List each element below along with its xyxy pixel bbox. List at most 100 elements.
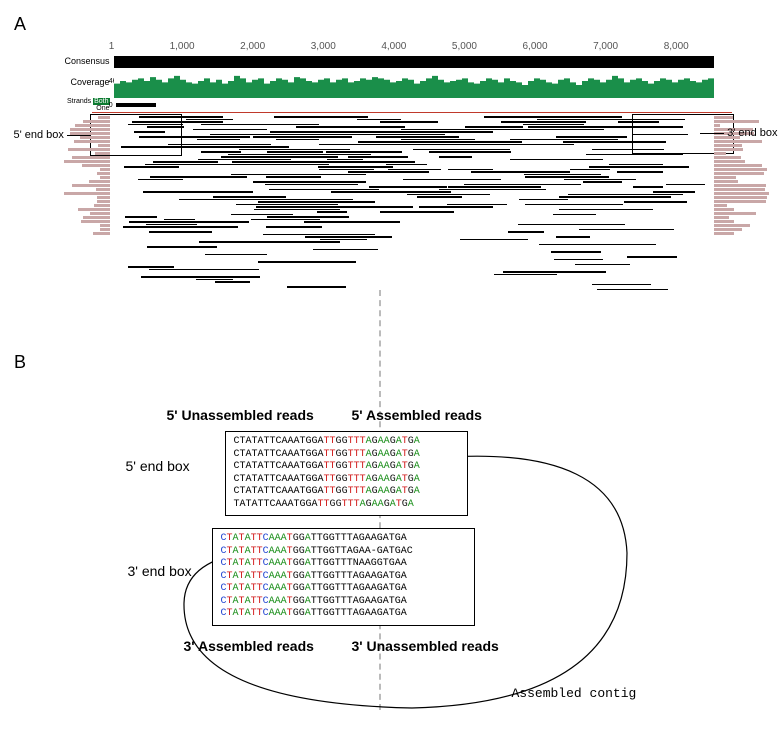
read: [165, 176, 247, 178]
seq-row: CTATATTCAAATGGATTGGTTTAGAAGATGA: [234, 436, 459, 449]
read: [537, 119, 626, 121]
read: [215, 281, 249, 283]
read: [149, 231, 212, 233]
read: [197, 139, 239, 141]
endbox-5-label: 5' end box: [126, 458, 190, 474]
read: [528, 126, 596, 128]
read: [581, 139, 619, 141]
softclip-left: [81, 220, 110, 223]
read: [464, 184, 580, 186]
softclip-left: [83, 120, 109, 123]
read: [254, 209, 339, 211]
read: [472, 144, 573, 146]
softclip-right: [714, 188, 766, 191]
read: [609, 164, 664, 166]
read: [331, 191, 451, 193]
softclip-left: [89, 180, 110, 183]
read: [274, 116, 368, 118]
consensus-bar: [114, 56, 714, 68]
read: [401, 129, 460, 131]
read: [554, 259, 603, 261]
softclip-left: [64, 160, 109, 163]
read: [413, 149, 510, 151]
read: [419, 206, 493, 208]
read: [139, 116, 223, 118]
read: [270, 131, 357, 133]
softclip-right: [714, 152, 727, 155]
read: [199, 241, 278, 243]
softclip-right: [714, 168, 768, 171]
read: [277, 161, 365, 163]
read: [146, 224, 197, 226]
softclip-right: [714, 172, 765, 175]
read: [379, 134, 444, 136]
read: [586, 154, 678, 156]
softclip-right: [714, 204, 727, 207]
read: [253, 181, 366, 183]
read: [149, 269, 259, 271]
read: [380, 211, 454, 213]
read: [369, 186, 448, 188]
read: [258, 201, 355, 203]
softclip-left: [98, 144, 110, 147]
softclip-left: [78, 208, 110, 211]
read: [147, 246, 217, 248]
read: [129, 221, 249, 223]
read: [471, 171, 569, 173]
read: [556, 236, 590, 238]
read: [296, 126, 405, 128]
read: [592, 149, 663, 151]
softclip-left: [83, 216, 109, 219]
read: [510, 159, 603, 161]
read: [556, 136, 628, 138]
read: [425, 179, 475, 181]
title-3-unassembled: 3' Unassembled reads: [352, 638, 499, 654]
seq-row: CTATATTCAAATGGATTGGTTTAGAAGATGA: [234, 461, 459, 474]
read: [304, 221, 399, 223]
softclip-right: [714, 212, 756, 215]
softclip-right: [714, 220, 735, 223]
softclip-left: [95, 152, 109, 155]
read: [231, 214, 292, 216]
axis-tick: 4,000: [381, 41, 406, 52]
seq-row: CTATATTCAAATGGATTGGTTTAGAAGATGA: [234, 486, 459, 499]
read: [519, 199, 568, 201]
reads-region: [112, 112, 712, 312]
softclip-right: [714, 184, 766, 187]
read: [139, 136, 250, 138]
read: [275, 234, 375, 236]
read: [570, 169, 610, 171]
read: [128, 124, 184, 126]
read: [633, 134, 688, 136]
read: [319, 169, 374, 171]
read: [448, 169, 493, 171]
read: [266, 176, 320, 178]
softclip-right: [714, 148, 743, 151]
coverage-label: Coverage: [70, 77, 109, 87]
read: [121, 146, 228, 148]
read: [294, 174, 338, 176]
read: [153, 161, 218, 163]
seq-row: CTATATTCAAATGGATTGGTTTAGAAGATGA: [221, 608, 466, 621]
softclip-left: [72, 156, 109, 159]
read: [564, 179, 637, 181]
read: [566, 209, 614, 211]
read: [401, 139, 475, 141]
read: [525, 204, 622, 206]
read: [138, 179, 182, 181]
read: [666, 184, 705, 186]
axis-tick: 6,000: [523, 41, 548, 52]
read: [276, 139, 319, 141]
softclip-right: [714, 144, 742, 147]
read: [508, 231, 544, 233]
read: [305, 236, 392, 238]
softclip-right: [714, 208, 735, 211]
softclip-left: [94, 204, 110, 207]
read: [380, 121, 438, 123]
softclip-left: [93, 232, 110, 235]
softclip-right: [714, 160, 746, 163]
read: [141, 276, 260, 278]
read: [384, 131, 431, 133]
read: [618, 121, 659, 123]
read: [386, 164, 427, 166]
